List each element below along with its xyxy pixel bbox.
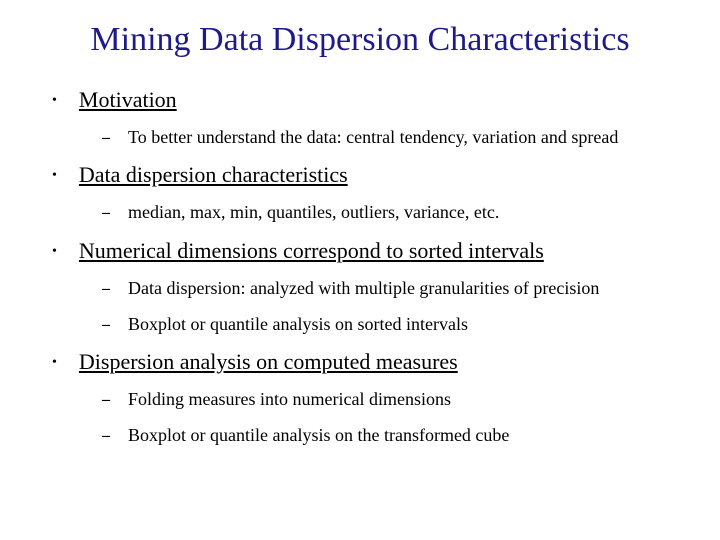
sub-text: Folding measures into numerical dimensio… bbox=[128, 389, 451, 411]
bullet-icon: • bbox=[52, 244, 57, 260]
dash-icon: – bbox=[102, 391, 110, 409]
list-item: • Data dispersion characteristics – medi… bbox=[30, 162, 690, 224]
sub-item: – Boxplot or quantile analysis on sorted… bbox=[30, 314, 690, 336]
sub-text: To better understand the data: central t… bbox=[128, 127, 618, 149]
sub-list: – Data dispersion: analyzed with multipl… bbox=[30, 278, 690, 335]
main-list: • Motivation – To better understand the … bbox=[30, 87, 690, 447]
dash-icon: – bbox=[102, 316, 110, 334]
main-label: Dispersion analysis on computed measures bbox=[79, 349, 458, 375]
sub-text: median, max, min, quantiles, outliers, v… bbox=[128, 202, 499, 224]
slide-title: Mining Data Dispersion Characteristics bbox=[30, 20, 690, 61]
main-label: Data dispersion characteristics bbox=[79, 162, 348, 188]
sub-item: – To better understand the data: central… bbox=[30, 127, 690, 149]
sub-item: – Data dispersion: analyzed with multipl… bbox=[30, 278, 690, 300]
dash-icon: – bbox=[102, 129, 110, 147]
list-item: • Numerical dimensions correspond to sor… bbox=[30, 238, 690, 335]
sub-item: – Folding measures into numerical dimens… bbox=[30, 389, 690, 411]
sub-list: – Folding measures into numerical dimens… bbox=[30, 389, 690, 446]
sub-list: – median, max, min, quantiles, outliers,… bbox=[30, 202, 690, 224]
bullet-icon: • bbox=[52, 168, 57, 184]
main-label: Motivation bbox=[79, 87, 177, 113]
bullet-icon: • bbox=[52, 93, 57, 109]
list-item: • Dispersion analysis on computed measur… bbox=[30, 349, 690, 446]
sub-item: – median, max, min, quantiles, outliers,… bbox=[30, 202, 690, 224]
main-label: Numerical dimensions correspond to sorte… bbox=[79, 238, 544, 264]
sub-text: Boxplot or quantile analysis on the tran… bbox=[128, 425, 509, 447]
dash-icon: – bbox=[102, 427, 110, 445]
dash-icon: – bbox=[102, 280, 110, 298]
list-item: • Motivation – To better understand the … bbox=[30, 87, 690, 149]
sub-item: – Boxplot or quantile analysis on the tr… bbox=[30, 425, 690, 447]
sub-list: – To better understand the data: central… bbox=[30, 127, 690, 149]
sub-text: Boxplot or quantile analysis on sorted i… bbox=[128, 314, 468, 336]
sub-text: Data dispersion: analyzed with multiple … bbox=[128, 278, 599, 300]
bullet-icon: • bbox=[52, 355, 57, 371]
dash-icon: – bbox=[102, 204, 110, 222]
